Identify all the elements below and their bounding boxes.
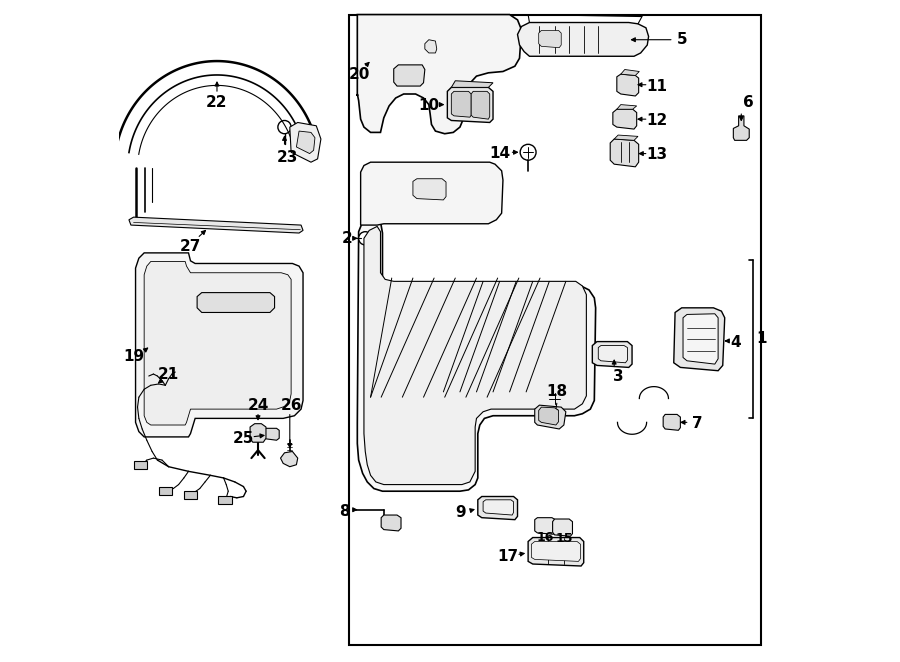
- Polygon shape: [144, 261, 291, 425]
- Polygon shape: [413, 179, 446, 200]
- Polygon shape: [674, 308, 725, 371]
- Text: 6: 6: [742, 95, 753, 110]
- Text: 1: 1: [756, 332, 767, 346]
- Circle shape: [156, 306, 168, 319]
- Circle shape: [358, 232, 372, 245]
- Circle shape: [156, 279, 168, 293]
- Text: 4: 4: [731, 336, 742, 350]
- Text: 10: 10: [418, 99, 439, 113]
- Polygon shape: [259, 428, 279, 440]
- Circle shape: [168, 293, 182, 306]
- Polygon shape: [472, 91, 490, 119]
- Text: 19: 19: [123, 349, 144, 363]
- Polygon shape: [425, 40, 436, 53]
- Text: 25: 25: [233, 432, 254, 446]
- Polygon shape: [158, 487, 172, 495]
- Text: 22: 22: [206, 95, 228, 110]
- Polygon shape: [616, 105, 636, 109]
- Circle shape: [156, 319, 168, 332]
- Polygon shape: [518, 23, 649, 56]
- Polygon shape: [447, 87, 493, 122]
- Polygon shape: [528, 538, 584, 566]
- Polygon shape: [357, 15, 521, 134]
- Polygon shape: [129, 217, 303, 233]
- Text: 26: 26: [281, 398, 302, 412]
- Circle shape: [520, 144, 536, 160]
- Text: 13: 13: [646, 148, 667, 162]
- Text: 12: 12: [646, 113, 667, 128]
- Text: 3: 3: [613, 369, 624, 383]
- Polygon shape: [197, 293, 274, 312]
- Text: 8: 8: [338, 504, 349, 518]
- Text: 17: 17: [497, 549, 518, 563]
- Polygon shape: [136, 253, 303, 437]
- Polygon shape: [478, 496, 518, 520]
- Polygon shape: [361, 162, 503, 225]
- Polygon shape: [382, 515, 401, 531]
- Polygon shape: [621, 70, 639, 75]
- Text: 24: 24: [248, 398, 269, 412]
- Polygon shape: [535, 405, 566, 429]
- Polygon shape: [357, 217, 596, 491]
- Polygon shape: [451, 81, 493, 87]
- Polygon shape: [451, 91, 472, 117]
- Text: 15: 15: [555, 532, 572, 545]
- Polygon shape: [535, 518, 555, 534]
- Polygon shape: [539, 30, 562, 48]
- Circle shape: [168, 279, 182, 293]
- Polygon shape: [592, 342, 632, 367]
- Polygon shape: [539, 407, 559, 425]
- Polygon shape: [553, 519, 572, 536]
- Circle shape: [548, 392, 562, 405]
- Polygon shape: [349, 15, 761, 645]
- Polygon shape: [250, 424, 266, 442]
- Polygon shape: [598, 346, 627, 363]
- Circle shape: [168, 306, 182, 319]
- Polygon shape: [614, 135, 638, 140]
- Circle shape: [278, 120, 291, 134]
- Text: 23: 23: [277, 150, 299, 165]
- Text: 9: 9: [455, 505, 466, 520]
- Polygon shape: [219, 496, 231, 504]
- Circle shape: [156, 293, 168, 306]
- Text: 21: 21: [158, 367, 179, 381]
- Polygon shape: [610, 139, 639, 167]
- Polygon shape: [663, 414, 680, 430]
- Polygon shape: [616, 74, 639, 96]
- Text: 5: 5: [677, 32, 687, 47]
- Polygon shape: [290, 122, 321, 162]
- Text: 7: 7: [692, 416, 703, 431]
- Polygon shape: [393, 65, 425, 86]
- Text: 2: 2: [341, 231, 352, 246]
- Text: 20: 20: [348, 67, 370, 81]
- Polygon shape: [683, 314, 718, 364]
- Polygon shape: [483, 500, 514, 515]
- Polygon shape: [296, 131, 315, 154]
- Polygon shape: [184, 491, 197, 499]
- Polygon shape: [364, 226, 587, 485]
- Polygon shape: [613, 109, 636, 129]
- Polygon shape: [134, 461, 148, 469]
- Text: 27: 27: [180, 239, 202, 254]
- Polygon shape: [734, 116, 749, 140]
- Polygon shape: [531, 542, 580, 561]
- Text: 16: 16: [536, 531, 554, 544]
- Text: 14: 14: [490, 146, 511, 161]
- Text: 11: 11: [646, 79, 667, 93]
- Text: 18: 18: [546, 385, 568, 399]
- Polygon shape: [281, 451, 298, 467]
